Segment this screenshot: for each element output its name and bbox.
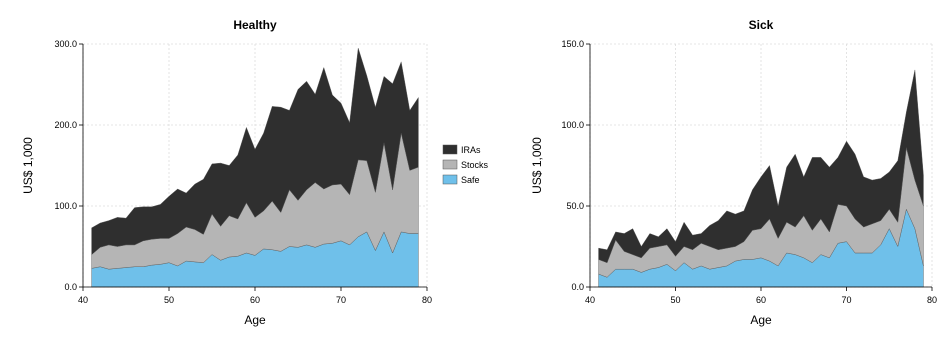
legend-swatch-safe	[442, 174, 458, 185]
x-tick-label: 50	[670, 295, 680, 305]
panel-healthy: 0.0 100.0 200.0 300.0 40 50 60 70 80 Healthy Age US…	[21, 18, 432, 327]
area-series-iras	[598, 69, 924, 263]
area-series-iras	[91, 47, 419, 256]
y-axis-label: US$ 1,000	[530, 137, 544, 194]
y-tick-label: 200.0	[54, 120, 77, 130]
x-tick-label: 60	[756, 295, 766, 305]
y-tick-label: 0.0	[571, 282, 584, 292]
legend: IRAs Stocks Safe	[442, 144, 489, 185]
legend-label-iras: IRAs	[461, 145, 481, 155]
legend-label-stocks: Stocks	[461, 160, 489, 170]
y-tick-label: 300.0	[54, 39, 77, 49]
x-tick-label: 60	[250, 295, 260, 305]
x-tick-label: 80	[927, 295, 937, 305]
y-tick-label: 50.0	[566, 201, 584, 211]
chart-title: Healthy	[233, 18, 277, 32]
x-axis-label: Age	[244, 313, 266, 327]
x-tick-label: 50	[164, 295, 174, 305]
x-tick-label: 70	[336, 295, 346, 305]
panel-sick: 0.0 50.0 100.0 150.0 40 50 60 70 80 Sick Age US$ 1,…	[530, 18, 937, 327]
legend-swatch-iras	[442, 144, 458, 155]
y-tick-label: 100.0	[54, 201, 77, 211]
y-tick-label: 150.0	[561, 39, 584, 49]
y-axis-label: US$ 1,000	[21, 137, 35, 194]
y-tick-label: 0.0	[64, 282, 77, 292]
chart-title: Sick	[749, 18, 774, 32]
x-axis-label: Age	[750, 313, 772, 327]
x-tick-label: 40	[585, 295, 595, 305]
x-tick-label: 80	[422, 295, 432, 305]
x-tick-label: 40	[78, 295, 88, 305]
legend-label-safe: Safe	[461, 175, 480, 185]
y-tick-label: 100.0	[561, 120, 584, 130]
x-tick-label: 70	[841, 295, 851, 305]
legend-swatch-stocks	[442, 159, 458, 170]
